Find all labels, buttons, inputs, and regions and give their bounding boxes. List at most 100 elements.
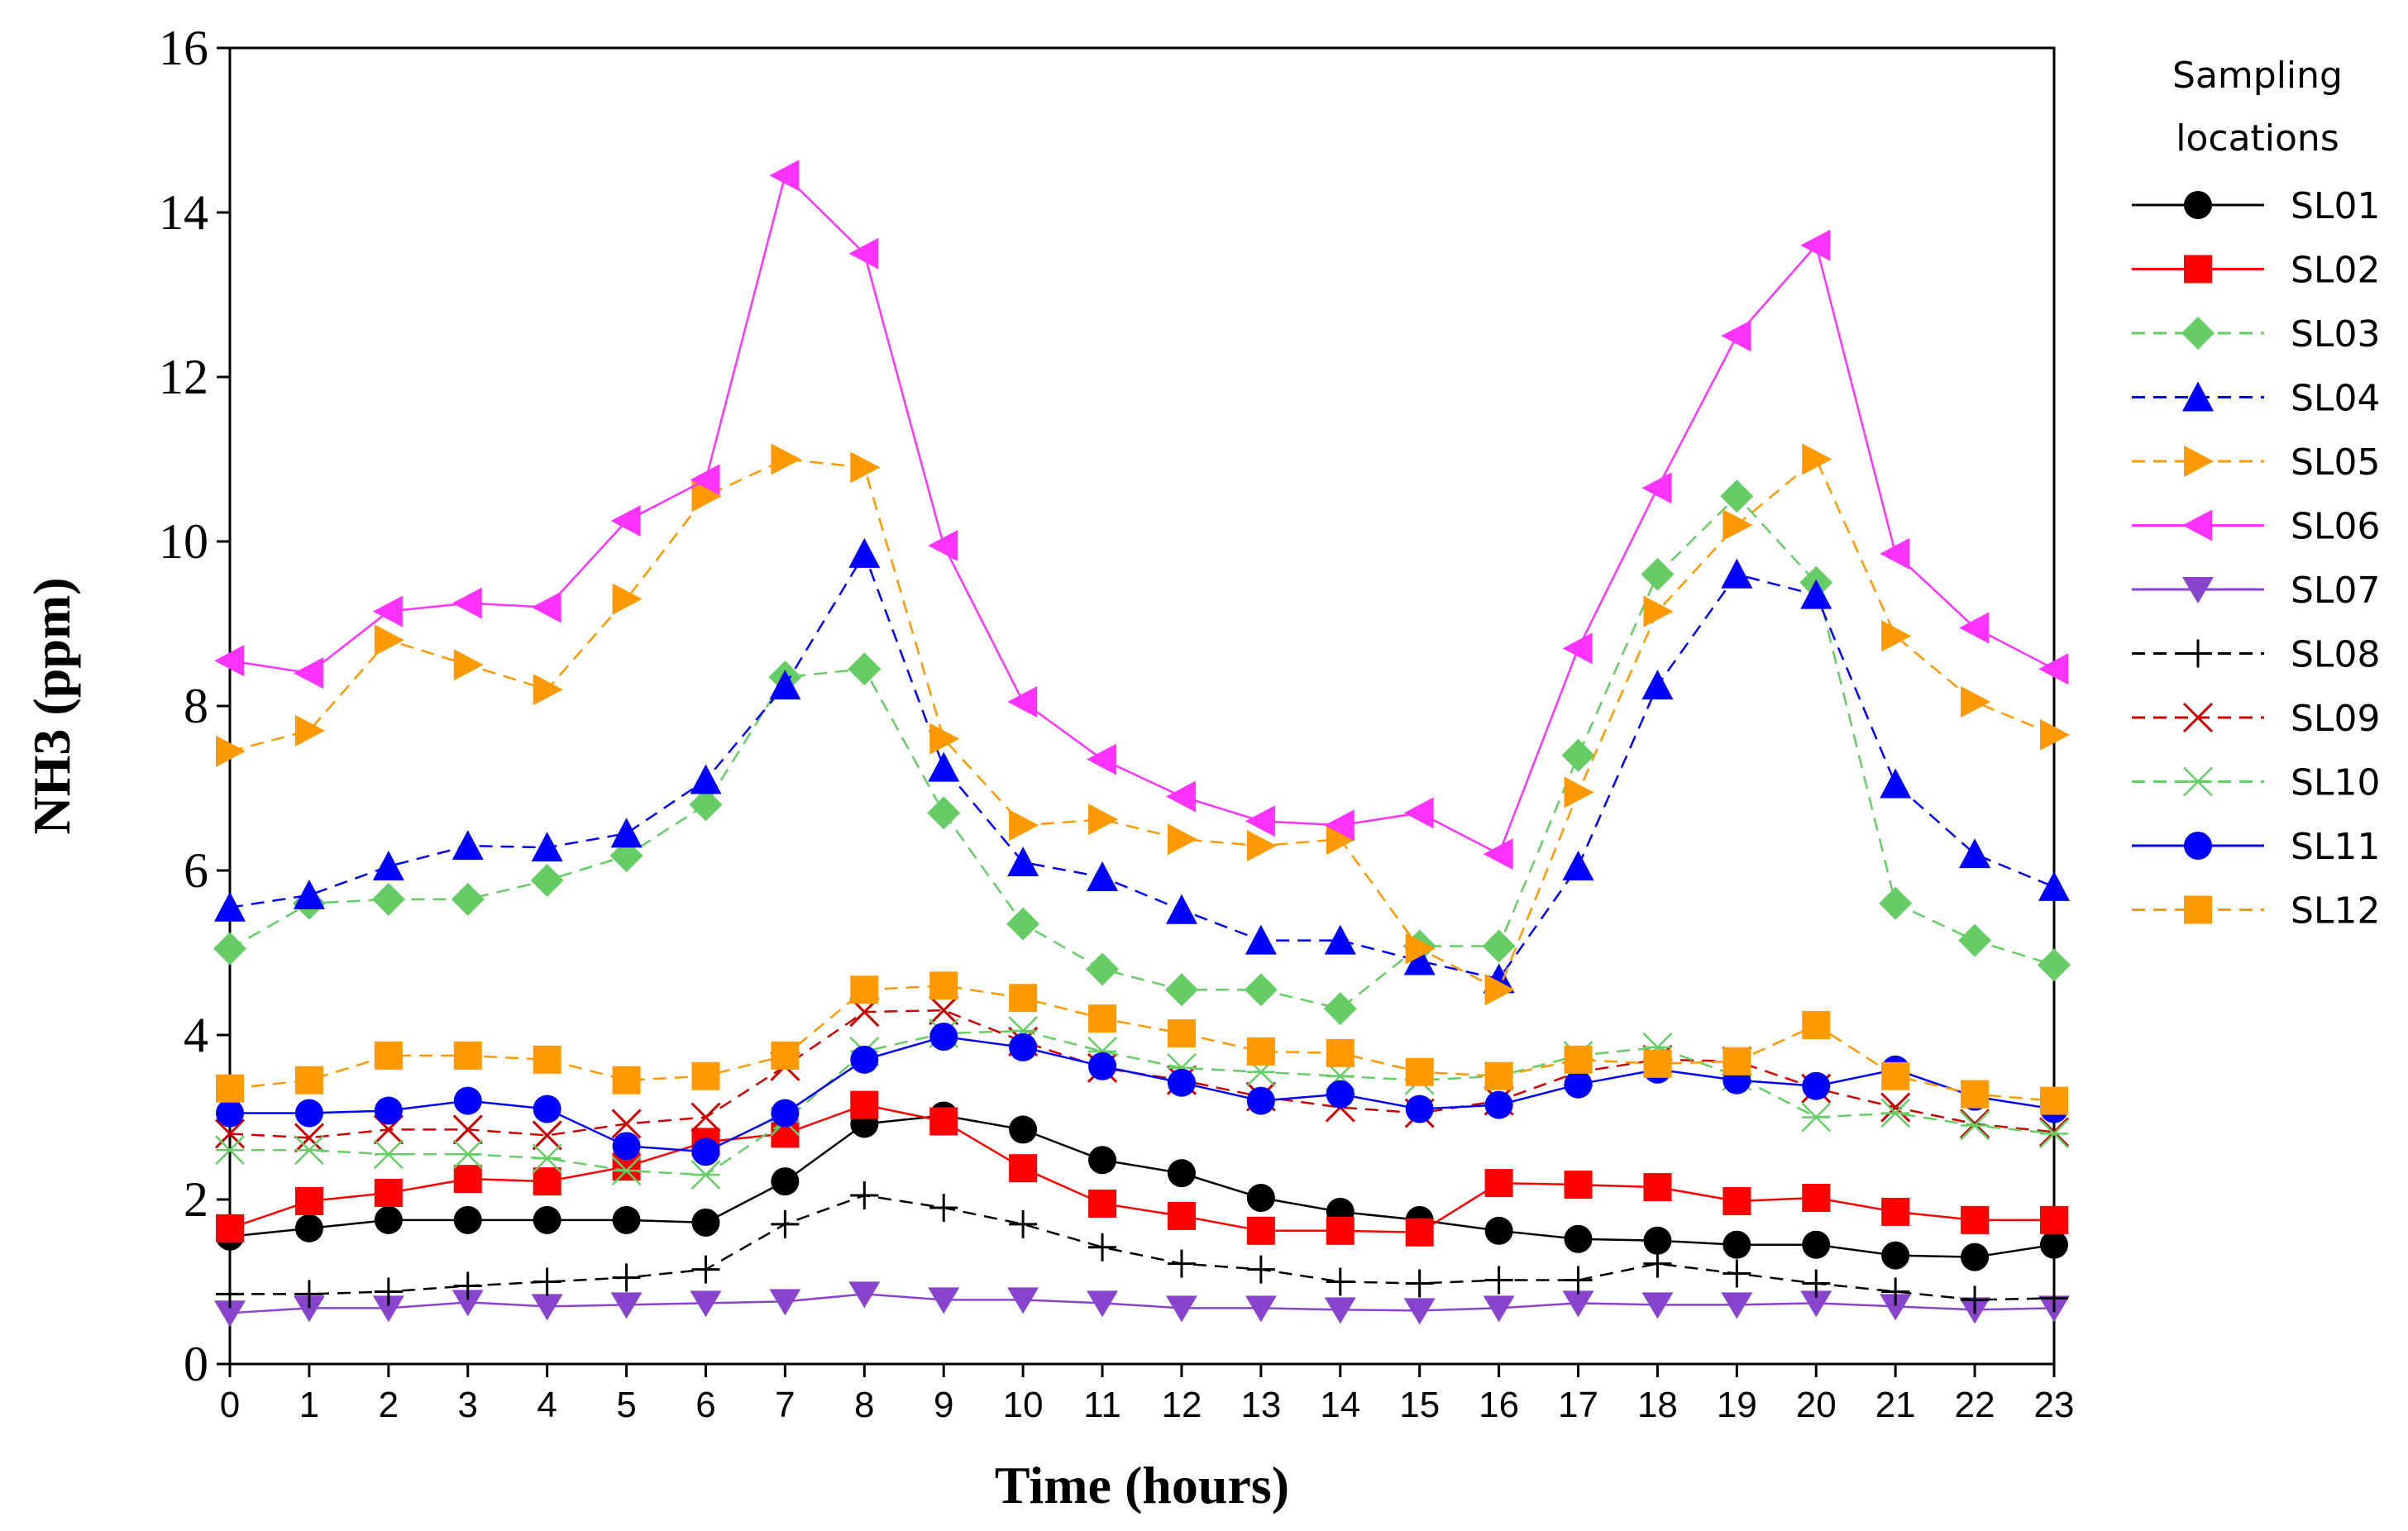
- sl02-point: [1246, 1216, 1275, 1245]
- sl10-point: [2039, 1118, 2069, 1149]
- sl08-point: [1167, 1249, 1196, 1278]
- legend-item-sl03: SL03: [2132, 313, 2380, 355]
- sl05-point: [1326, 823, 1356, 856]
- sl07-point: [1641, 1292, 1674, 1319]
- sl06-point: [1880, 537, 1910, 570]
- sl07-point: [1245, 1295, 1277, 1323]
- sl08-point: [1009, 1209, 1038, 1238]
- legend-label-sl08: SL08: [2291, 634, 2380, 676]
- x-tick-label: 7: [775, 1385, 795, 1425]
- sl07-point: [452, 1290, 484, 1317]
- sl09-point: [214, 1118, 246, 1149]
- sl10-point: [1801, 1102, 1832, 1133]
- legend-item-sl05: SL05: [2132, 441, 2380, 484]
- sl01-point: [1246, 1184, 1275, 1213]
- legend-item-sl07: SL07: [2132, 570, 2380, 612]
- x-tick-label: 15: [1399, 1385, 1440, 1425]
- sl09-point: [1880, 1092, 1911, 1123]
- legend-label-sl05: SL05: [2291, 441, 2380, 484]
- x-tick-label: 12: [1161, 1385, 1202, 1425]
- sl12-point: [1722, 1047, 1751, 1076]
- sl10-point: [373, 1139, 404, 1170]
- legend-item-sl02: SL02: [2132, 250, 2380, 292]
- sl01-point: [612, 1205, 641, 1234]
- sl07-point: [1403, 1298, 1436, 1325]
- sl04-point: [690, 764, 722, 794]
- sl01-point: [1802, 1230, 1831, 1259]
- sl07-point: [610, 1292, 643, 1319]
- sl10-point: [1880, 1098, 1911, 1128]
- sl11-point: [929, 1022, 958, 1051]
- sl02-line: [229, 1104, 2054, 1234]
- sl11-point: [1167, 1068, 1196, 1097]
- sl02-point: [1484, 1169, 1513, 1198]
- x-tick-label: 19: [1717, 1385, 1757, 1425]
- sl04-point: [1641, 670, 1674, 700]
- sl04-point: [769, 670, 801, 700]
- sl04-point: [1087, 861, 1119, 891]
- sl04-point: [1245, 924, 1277, 955]
- legend-marker-sl04: [2182, 381, 2214, 412]
- sl11-point: [1009, 1033, 1038, 1061]
- sl06-point: [610, 505, 641, 537]
- sl11-point: [216, 1099, 244, 1128]
- sl06-point: [1483, 838, 1513, 870]
- x-tick-label: 11: [1083, 1385, 1121, 1425]
- x-tick-label: 21: [1875, 1385, 1916, 1425]
- sl12-point: [691, 1061, 720, 1090]
- sl05-point: [1722, 509, 1753, 541]
- legend-marker-sl07: [2182, 577, 2214, 603]
- sl02-point: [216, 1214, 244, 1242]
- y-tick-label: 4: [184, 1008, 208, 1062]
- sl07-line: [229, 1293, 2055, 1314]
- sl01-point: [1564, 1224, 1593, 1253]
- sl11-point: [850, 1045, 879, 1074]
- sl09-point: [690, 1102, 721, 1133]
- sl10-point: [611, 1156, 642, 1186]
- legend-marker-sl05: [2184, 446, 2214, 477]
- sl09-point: [532, 1120, 562, 1151]
- sl06-point: [1165, 780, 1196, 813]
- sl07-point: [690, 1290, 722, 1318]
- y-tick-label: 10: [159, 514, 208, 569]
- sl07-point: [1165, 1295, 1197, 1323]
- sl08-point: [1643, 1249, 1672, 1278]
- x-tick-label: 5: [616, 1385, 636, 1425]
- x-tick-label: 1: [299, 1385, 319, 1425]
- y-tick-label: 0: [184, 1337, 208, 1391]
- sl12-point: [1326, 1038, 1354, 1067]
- sl12-point: [1643, 1049, 1672, 1078]
- sl06-point: [1721, 320, 1751, 352]
- sl11-point: [1405, 1095, 1434, 1123]
- legend-item-sl08: SL08: [2132, 634, 2380, 676]
- sl06-point: [214, 645, 244, 677]
- sl11-point: [533, 1095, 561, 1123]
- sl01-point: [453, 1205, 482, 1234]
- sl12-point: [374, 1041, 403, 1070]
- sl07-point: [928, 1287, 960, 1314]
- sl04-point: [1721, 558, 1753, 589]
- sl09-point: [452, 1114, 483, 1145]
- sl07-point: [1880, 1294, 1912, 1321]
- y-axis-title: NH3 (ppm): [22, 577, 81, 834]
- sl11-point: [1088, 1052, 1117, 1080]
- x-tick-label: 22: [1955, 1385, 1995, 1425]
- sl03-point: [1641, 557, 1675, 591]
- sl05-point: [850, 451, 881, 484]
- sl07-point: [531, 1294, 563, 1321]
- legend-label-sl12: SL12: [2291, 890, 2380, 932]
- sl02-point: [294, 1186, 323, 1215]
- sl12-point: [1564, 1045, 1593, 1074]
- sl08-point: [1326, 1267, 1354, 1296]
- sl03-point: [1323, 992, 1357, 1026]
- x-tick-label: 0: [220, 1385, 240, 1425]
- sl06-point: [1959, 612, 1990, 644]
- x-tick-label: 3: [457, 1385, 477, 1425]
- sl03-point: [848, 652, 882, 686]
- sl06-point: [1641, 472, 1672, 504]
- sl03-point: [1482, 929, 1516, 963]
- legend-item-sl10: SL10: [2132, 762, 2380, 804]
- y-tick-label: 6: [184, 843, 208, 898]
- sl01-point: [1643, 1226, 1672, 1255]
- sl03-point: [1720, 479, 1754, 513]
